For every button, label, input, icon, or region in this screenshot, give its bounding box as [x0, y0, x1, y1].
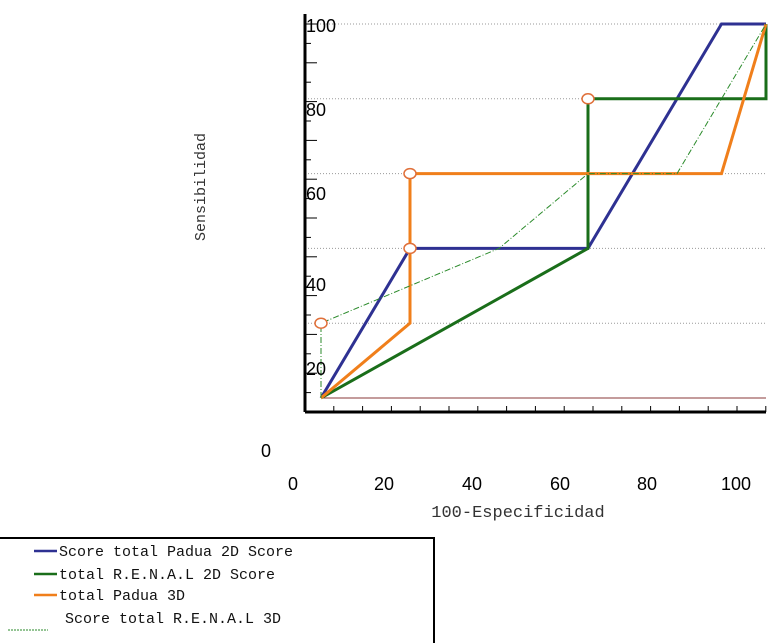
y-tick-label: 20 [306, 359, 326, 379]
legend-frame [0, 537, 435, 643]
origin-label: 0 [261, 441, 271, 461]
cutoff-marker [314, 317, 328, 329]
x-tick-label: 0 [288, 474, 298, 494]
y-tick-label: 60 [306, 184, 326, 204]
tick-labels: 0 20 40 60 80 100 20 40 60 80 100 [288, 16, 751, 494]
x-tick-label: 40 [462, 474, 482, 494]
y-tick-label: 80 [306, 100, 326, 120]
x-axis-label: 100-Especificidad [431, 504, 604, 523]
series-lines [319, 22, 768, 400]
y-tick-label: 40 [306, 275, 326, 295]
x-tick-label: 60 [550, 474, 570, 494]
legend-label: Score total Padua 2D Score [59, 544, 293, 561]
axes [303, 14, 767, 414]
legend-label: total Padua 3D [59, 588, 185, 605]
x-tick-label: 20 [374, 474, 394, 494]
cutoff-marker [403, 242, 417, 255]
x-tick-label: 100 [721, 474, 751, 494]
legend-label: Score total R.E.N.A.L 3D [65, 611, 281, 628]
x-tick-label: 80 [637, 474, 657, 494]
y-axis-label: Sensibilidad [193, 133, 210, 241]
series-line-3 [320, 23, 768, 400]
cutoff-marker [581, 93, 595, 105]
legend-label: total R.E.N.A.L 2D Score [59, 567, 275, 584]
cutoff-markers [314, 93, 595, 329]
y-tick-label: 100 [306, 16, 336, 36]
cutoff-marker [403, 167, 417, 180]
legend: Score total Padua 2D Score total R.E.N.A.… [8, 544, 293, 631]
